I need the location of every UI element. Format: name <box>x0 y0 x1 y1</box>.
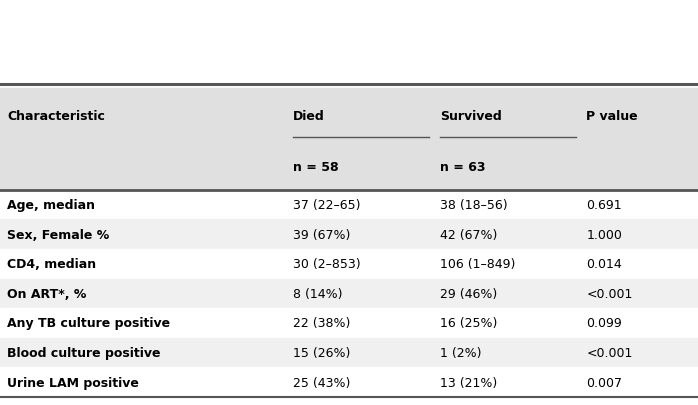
Text: 22 (38%): 22 (38%) <box>293 317 350 330</box>
Text: n = 63: n = 63 <box>440 160 485 174</box>
Bar <box>0 190 698 220</box>
Text: 8 (14%): 8 (14%) <box>293 287 343 300</box>
Text: n = 58: n = 58 <box>293 160 339 174</box>
Text: 42 (67%): 42 (67%) <box>440 228 497 241</box>
Text: 0.014: 0.014 <box>586 258 622 271</box>
Text: 38 (18–56): 38 (18–56) <box>440 198 507 211</box>
Text: 1 (2%): 1 (2%) <box>440 346 481 359</box>
Text: Age, median: Age, median <box>7 198 95 211</box>
Bar <box>0 144 698 190</box>
Text: 0.007: 0.007 <box>586 376 623 389</box>
Text: Characteristic: Characteristic <box>7 110 105 123</box>
Text: <0.001: <0.001 <box>586 287 632 300</box>
Text: Urine LAM positive: Urine LAM positive <box>7 376 139 389</box>
Text: 106 (1–849): 106 (1–849) <box>440 258 515 271</box>
Text: 13 (21%): 13 (21%) <box>440 376 497 389</box>
Text: Sex, Female %: Sex, Female % <box>7 228 109 241</box>
Text: 16 (25%): 16 (25%) <box>440 317 497 330</box>
Text: <0.001: <0.001 <box>586 346 632 359</box>
Text: 15 (26%): 15 (26%) <box>293 346 350 359</box>
Bar <box>0 89 698 144</box>
Text: CD4, median: CD4, median <box>7 258 96 271</box>
Bar <box>0 279 698 308</box>
Text: Survived: Survived <box>440 110 501 123</box>
Text: Any TB culture positive: Any TB culture positive <box>7 317 170 330</box>
Text: P value: P value <box>586 110 638 123</box>
Text: 25 (43%): 25 (43%) <box>293 376 350 389</box>
Text: Died: Died <box>293 110 325 123</box>
Bar <box>0 367 698 397</box>
Text: Blood culture positive: Blood culture positive <box>7 346 161 359</box>
Bar <box>0 249 698 279</box>
Text: On ART*, %: On ART*, % <box>7 287 87 300</box>
Text: 30 (2–853): 30 (2–853) <box>293 258 361 271</box>
Bar <box>0 308 698 338</box>
Text: 0.691: 0.691 <box>586 198 622 211</box>
Text: 37 (22–65): 37 (22–65) <box>293 198 361 211</box>
Bar <box>0 338 698 367</box>
Text: 0.099: 0.099 <box>586 317 622 330</box>
Text: 1.000: 1.000 <box>586 228 622 241</box>
Text: 29 (46%): 29 (46%) <box>440 287 497 300</box>
Bar <box>0 220 698 249</box>
Text: 39 (67%): 39 (67%) <box>293 228 350 241</box>
